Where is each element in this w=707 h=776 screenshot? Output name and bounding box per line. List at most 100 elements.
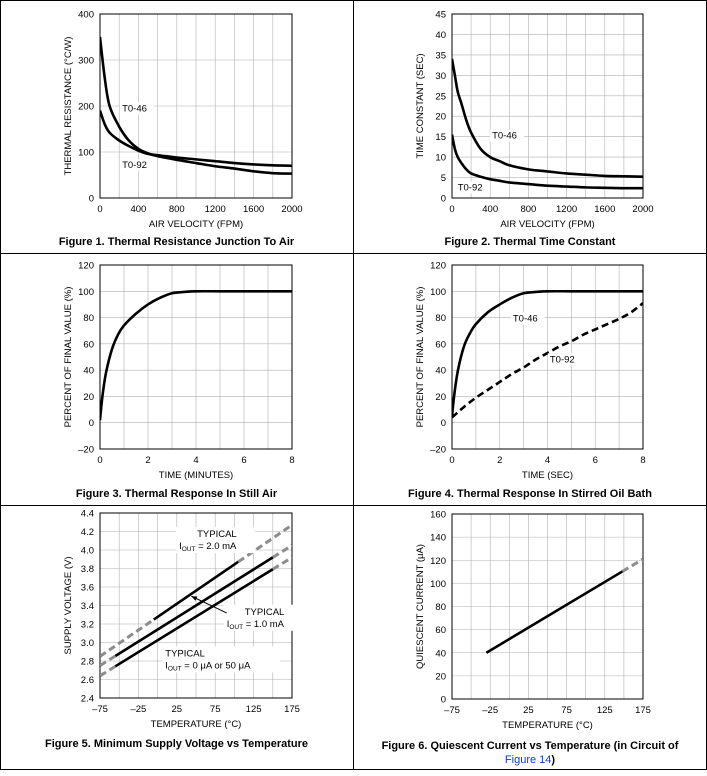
- y-tick-label: 80: [83, 313, 94, 324]
- y-tick-label: –20: [430, 445, 446, 456]
- caption-fig1: Figure 1. Thermal Resistance Junction To…: [58, 236, 295, 248]
- y-tick-label: 20: [435, 392, 446, 403]
- x-tick-label: 0: [97, 455, 102, 466]
- annotation-bg: [455, 181, 490, 194]
- y-tick-label: 400: [78, 10, 94, 21]
- x-tick-label: 2: [145, 455, 150, 466]
- x-tick-label: –25: [130, 704, 146, 715]
- series-line-t0-92: [100, 110, 292, 168]
- x-tick-label: 175: [635, 705, 651, 716]
- y-axis-label: PERCENT OF FINAL VALUE (%): [415, 287, 426, 428]
- series-line-t0-92: [452, 134, 643, 190]
- y-tick-label: 2.8: [81, 657, 94, 668]
- y-tick-label: 3.0: [81, 638, 94, 649]
- series-annotation-line1: TYPICAL: [165, 648, 205, 659]
- y-axis-label: PERCENT OF FINAL VALUE (%): [63, 287, 74, 428]
- x-tick-label: 1200: [205, 204, 226, 215]
- cell-fig6: –75 –25 25 75 125 175 0 20 40 60 80 100 120 140 160 TEM…: [353, 506, 707, 771]
- cell-fig1: 0 400 800 1200 1600 2000 0 100 200 300 400 AIR VELO…: [0, 0, 353, 253]
- series-solid-segment: [485, 570, 624, 654]
- y-axis-label: THERMAL RESISTANCE (°C/W): [63, 37, 74, 176]
- x-axis-label: TIME (SEC): [522, 470, 573, 481]
- y-tick-label: 0: [441, 194, 446, 205]
- annotation-bg: [223, 604, 303, 631]
- y-tick-label: 2.4: [81, 694, 94, 705]
- chart-fig6: –75 –25 25 75 125 175 0 20 40 60 80 100 120 140 160 TEM…: [415, 510, 651, 732]
- y-tick-label: –20: [78, 445, 94, 456]
- y-tick-label: 20: [435, 112, 446, 123]
- y-tick-label: 80: [435, 602, 446, 613]
- cell-fig5: –75 –25 25 75 125 175 2.4 2.6 2.8 3.0 3.2 3.4 3.6 3.8…: [0, 506, 353, 771]
- series-line-typical-iout-0-a-or-50-a: [100, 556, 292, 678]
- series-solid-segment: [114, 568, 274, 668]
- y-axis-label: TIME CONSTANT (SEC): [415, 53, 426, 158]
- x-tick-label: 1600: [594, 204, 615, 215]
- y-tick-label: 4.4: [81, 509, 94, 520]
- y-tick-label: 120: [78, 261, 94, 272]
- annotation-bg: [176, 527, 255, 554]
- x-tick-label: 8: [640, 455, 645, 466]
- annotation-arrowhead: [191, 596, 198, 601]
- annotation-arrow: [191, 595, 227, 614]
- y-tick-label: 2.6: [81, 675, 94, 686]
- series-dashed-segment: [272, 556, 292, 571]
- x-tick-label: 800: [520, 204, 536, 215]
- caption-fig3: Figure 3. Thermal Response In Still Air: [75, 488, 278, 500]
- cell-fig2: 0 400 800 1200 1600 2000 0 5 10 15 20 25 30 35 40 45 AIR…: [353, 0, 707, 253]
- x-tick-label: 6: [241, 455, 246, 466]
- x-tick-label: 1200: [556, 204, 577, 215]
- y-tick-label: 300: [78, 56, 94, 67]
- x-tick-label: 4: [193, 455, 198, 466]
- x-tick-label: 125: [597, 705, 613, 716]
- annotation-bg: [490, 129, 525, 142]
- grid-lines: [99, 264, 293, 450]
- series-annotation: T0-46: [492, 131, 517, 142]
- cell-fig4: 0 2 4 6 8 –20 0 20 40 60 80 100 120 TIME (SEC) PERCENT…: [353, 253, 707, 506]
- y-tick-label: 20: [83, 392, 94, 403]
- caption-fig2: Figure 2. Thermal Time Constant: [444, 236, 616, 248]
- y-tick-label: 80: [435, 313, 446, 324]
- x-tick-label: 75: [210, 704, 221, 715]
- y-tick-label: 0: [441, 695, 446, 706]
- y-tick-label: 0: [89, 194, 94, 205]
- x-tick-label: 75: [561, 705, 572, 716]
- x-tick-label: 2: [497, 455, 502, 466]
- y-tick-label: 20: [435, 671, 446, 682]
- chart-fig5: –75 –25 25 75 125 175 2.4 2.6 2.8 3.0 3.2 3.4 3.6 3.8…: [63, 509, 303, 730]
- x-tick-label: –75: [444, 705, 460, 716]
- y-tick-label: 40: [83, 366, 94, 377]
- series-annotation: T0-46: [513, 314, 538, 325]
- y-tick-label: 40: [435, 366, 446, 377]
- x-tick-label: 0: [449, 455, 454, 466]
- series-solid-segment: [114, 556, 274, 658]
- series-annotation: T0-92: [550, 354, 575, 365]
- x-tick-label: 4: [545, 455, 550, 466]
- plot-frame: [99, 13, 293, 199]
- series-dashed-segment: [621, 557, 643, 573]
- caption-fig4: Figure 4. Thermal Response In Stirred Oi…: [408, 488, 652, 500]
- x-tick-label: 1600: [243, 204, 264, 215]
- y-tick-label: 60: [83, 339, 94, 350]
- y-tick-label: 0: [89, 418, 94, 429]
- plot-frame: [451, 13, 644, 199]
- caption-fig6-close: ): [551, 754, 556, 766]
- y-tick-label: 30: [435, 71, 446, 82]
- y-tick-label: 3.8: [81, 564, 94, 575]
- y-tick-label: 25: [435, 91, 446, 102]
- series-annotation-line1: TYPICAL: [197, 529, 237, 540]
- y-tick-label: 0: [441, 418, 446, 429]
- x-tick-label: 25: [523, 705, 534, 716]
- y-tick-label: 3.2: [81, 620, 94, 631]
- series-annotation-line1: TYPICAL: [245, 607, 285, 618]
- x-tick-label: 125: [246, 704, 262, 715]
- x-tick-label: –25: [482, 705, 498, 716]
- y-axis-label: SUPPLY VOLTAGE (V): [63, 556, 74, 654]
- x-tick-label: 0: [97, 204, 102, 215]
- x-tick-label: 6: [593, 455, 598, 466]
- plot-frame: [451, 264, 644, 450]
- grid-lines: [451, 264, 644, 450]
- annotation-bg: [120, 159, 155, 172]
- figure-14-link[interactable]: Figure 14: [504, 754, 552, 766]
- x-tick-label: –75: [92, 704, 108, 715]
